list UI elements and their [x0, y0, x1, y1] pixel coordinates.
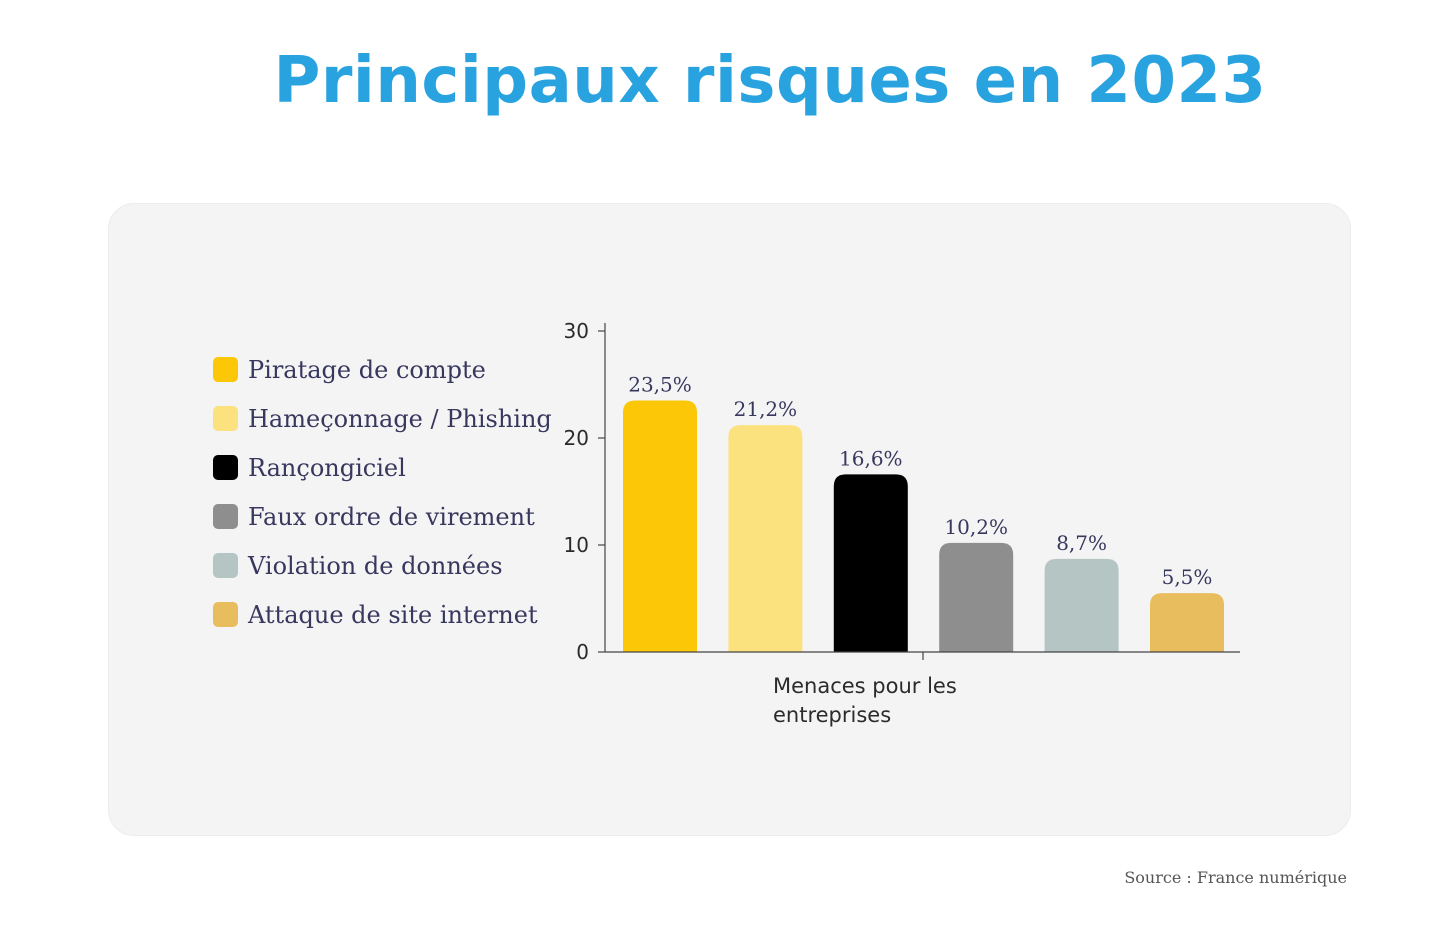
- data-label: 21,2%: [734, 397, 798, 421]
- legend-label: Hameçonnage / Phishing: [248, 404, 552, 433]
- data-labels: 23,5% 21,2% 16,6% 10,2% 8,7% 5,5%: [628, 373, 1212, 590]
- legend-label: Faux ordre de virement: [248, 502, 535, 531]
- legend-swatch: [213, 357, 238, 382]
- y-tick-label: 0: [576, 640, 589, 664]
- legend-label: Piratage de compte: [248, 355, 486, 384]
- bar: [623, 400, 697, 652]
- legend-item: Violation de données: [213, 541, 552, 590]
- legend-item: Faux ordre de virement: [213, 492, 552, 541]
- y-axis: 0 10 20 30: [564, 319, 606, 664]
- legend-item: Hameçonnage / Phishing: [213, 394, 552, 443]
- bar: [939, 542, 1014, 652]
- bar: [1044, 558, 1119, 652]
- legend-swatch: [213, 553, 238, 578]
- legend-label: Attaque de site internet: [248, 600, 538, 629]
- chart-legend: Piratage de compte Hameçonnage / Phishin…: [213, 345, 552, 639]
- y-tick-label: 10: [564, 533, 589, 557]
- source-note: Source : France numérique: [1124, 868, 1347, 887]
- legend-item: Piratage de compte: [213, 345, 552, 394]
- data-label: 23,5%: [628, 373, 692, 397]
- y-tick-label: 20: [564, 426, 589, 450]
- data-label: 8,7%: [1056, 531, 1107, 555]
- legend-swatch: [213, 602, 238, 627]
- bar: [833, 474, 908, 652]
- bar: [1150, 593, 1224, 652]
- bar: [728, 425, 803, 652]
- legend-label: Violation de données: [248, 551, 503, 580]
- data-label: 5,5%: [1162, 565, 1213, 589]
- y-tick-label: 30: [564, 319, 589, 343]
- x-axis-label: Menaces pour les entreprises: [773, 674, 957, 727]
- x-axis: Menaces pour les entreprises: [605, 651, 1240, 727]
- legend-item: Rançongiciel: [213, 443, 552, 492]
- bars: [623, 400, 1224, 652]
- legend-swatch: [213, 455, 238, 480]
- legend-label: Rançongiciel: [248, 453, 406, 482]
- page-title: Principaux risques en 2023: [273, 44, 1267, 118]
- data-label: 16,6%: [839, 446, 903, 470]
- legend-swatch: [213, 504, 238, 529]
- data-label: 10,2%: [944, 515, 1008, 539]
- legend-item: Attaque de site internet: [213, 590, 552, 639]
- legend-swatch: [213, 406, 238, 431]
